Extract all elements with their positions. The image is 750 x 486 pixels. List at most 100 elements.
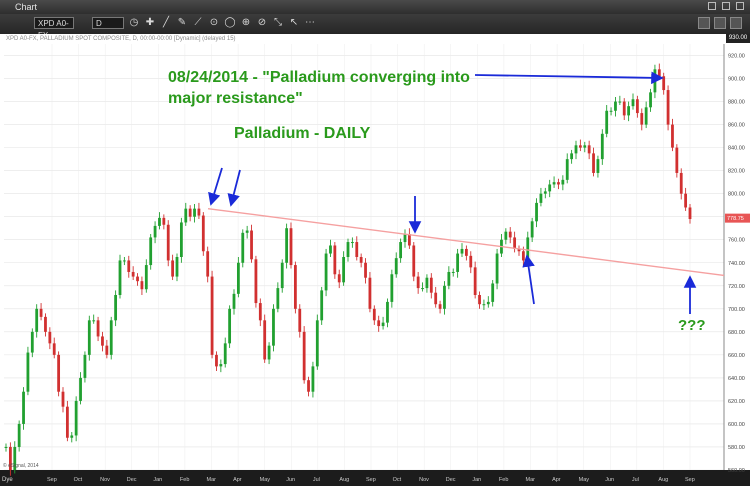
x-tick-label: Jun (605, 477, 614, 483)
price-bar-body (390, 274, 394, 302)
price-bar-body (605, 110, 609, 134)
pencil-icon[interactable]: ✎ (177, 17, 187, 28)
price-bar-body (276, 288, 280, 309)
price-bar-body (539, 193, 543, 203)
x-tick-label: Sep (366, 477, 376, 483)
chart-gridlines (4, 44, 724, 471)
x-tick-label: Aug (339, 477, 349, 483)
price-bar-body (48, 331, 52, 344)
price-bar-body (469, 255, 473, 268)
price-axis-background (724, 44, 750, 470)
minimize-button[interactable] (708, 2, 716, 10)
x-tick-label: Apr (552, 477, 561, 483)
price-bar-body (39, 308, 43, 317)
price-bar-body (193, 208, 196, 217)
y-tick-label: 860.00 (728, 123, 745, 129)
price-bar-body (456, 253, 460, 272)
price-bar-body (679, 172, 683, 194)
circle-icon[interactable]: ◯ (224, 17, 236, 28)
y-tick-label: 720.00 (728, 284, 745, 290)
price-bar-body (622, 101, 626, 116)
maximize-button[interactable] (722, 2, 730, 10)
time-axis-start-label: Dye (2, 477, 13, 483)
price-bar-body (232, 293, 236, 309)
x-tick-label: Jul (313, 477, 320, 483)
layout-button[interactable] (698, 17, 710, 29)
x-tick-label: Mar (526, 477, 536, 483)
price-bar-body (245, 230, 249, 233)
price-bar-body (44, 316, 47, 332)
price-bar-body (443, 285, 446, 309)
price-bar-body (201, 215, 205, 252)
cursor-icon[interactable]: ↖ (289, 17, 299, 28)
price-bar-body (543, 191, 547, 194)
price-bar-body (429, 277, 433, 293)
price-bar-body (587, 145, 591, 154)
price-bar-body (4, 446, 8, 448)
price-bar-body (228, 308, 232, 344)
price-bar-body (320, 290, 324, 321)
window-title: Chart (15, 2, 38, 12)
window-controls (708, 2, 744, 10)
price-bar-body (473, 267, 477, 295)
price-bar-body (101, 336, 104, 346)
price-bar-body (197, 208, 201, 216)
price-bar-body (386, 301, 389, 323)
price-bar-body (526, 237, 530, 261)
text-icon[interactable]: ⊙ (209, 17, 219, 28)
price-bar-body (263, 320, 267, 360)
annotation-arrow (522, 254, 535, 305)
zoom-icon[interactable]: ⤡ (274, 17, 282, 28)
price-bar-body (614, 101, 617, 111)
resistance-trendline[interactable] (207, 207, 725, 277)
pan-icon[interactable]: ⋯ (305, 17, 315, 28)
price-bar-body (609, 110, 613, 112)
y-tick-label: 600.00 (728, 422, 745, 428)
y-tick-label: 800.00 (728, 192, 745, 198)
price-bar-body (87, 320, 91, 355)
price-bar-body (289, 228, 293, 266)
price-bar-body (311, 366, 315, 392)
price-bar-body (649, 92, 652, 108)
price-bar-body (495, 253, 499, 284)
price-bar-body (574, 145, 578, 154)
x-tick-label: May (579, 477, 590, 483)
annotation-arrow (208, 167, 223, 206)
price-bar-body (535, 202, 538, 222)
price-bar-body (206, 251, 210, 277)
line-icon[interactable]: ╱ (162, 17, 170, 28)
price-bar-body (17, 423, 21, 447)
price-bar-body (478, 294, 481, 305)
price-bar-body (688, 207, 692, 220)
price-bar-body (166, 224, 170, 261)
price-bar-body (241, 232, 245, 263)
x-tick-label: May (260, 477, 271, 483)
price-bar-body (329, 245, 332, 254)
close-button[interactable] (736, 2, 744, 10)
x-tick-label: Sep (685, 477, 695, 483)
settings-button[interactable] (714, 17, 726, 29)
price-bar-body (92, 320, 96, 322)
crosshair-icon[interactable]: ✚ (145, 17, 155, 28)
fibonacci-icon[interactable]: ⊕ (241, 17, 251, 28)
price-bar-body (447, 271, 451, 286)
price-bar-body (583, 145, 587, 148)
link-button[interactable] (730, 17, 742, 29)
drag-icon[interactable]: ⊘ (257, 17, 267, 28)
price-bar-body (215, 354, 218, 367)
x-tick-label: Sep (47, 477, 57, 483)
price-bar-body (675, 147, 679, 173)
y-tick-label: 820.00 (728, 169, 745, 175)
ray-icon[interactable]: ⟋ (194, 17, 202, 28)
x-tick-label: Jun (286, 477, 295, 483)
price-bar-body (666, 90, 670, 125)
clock-icon[interactable]: ◷ (129, 17, 139, 28)
price-bar-body (333, 245, 337, 275)
price-bar-body (83, 354, 87, 378)
price-bar-body (451, 271, 455, 273)
price-bar-body (65, 406, 69, 438)
price-bar-body (627, 106, 631, 116)
x-tick-label: Jan (472, 477, 481, 483)
interval-input[interactable]: D (92, 17, 124, 29)
